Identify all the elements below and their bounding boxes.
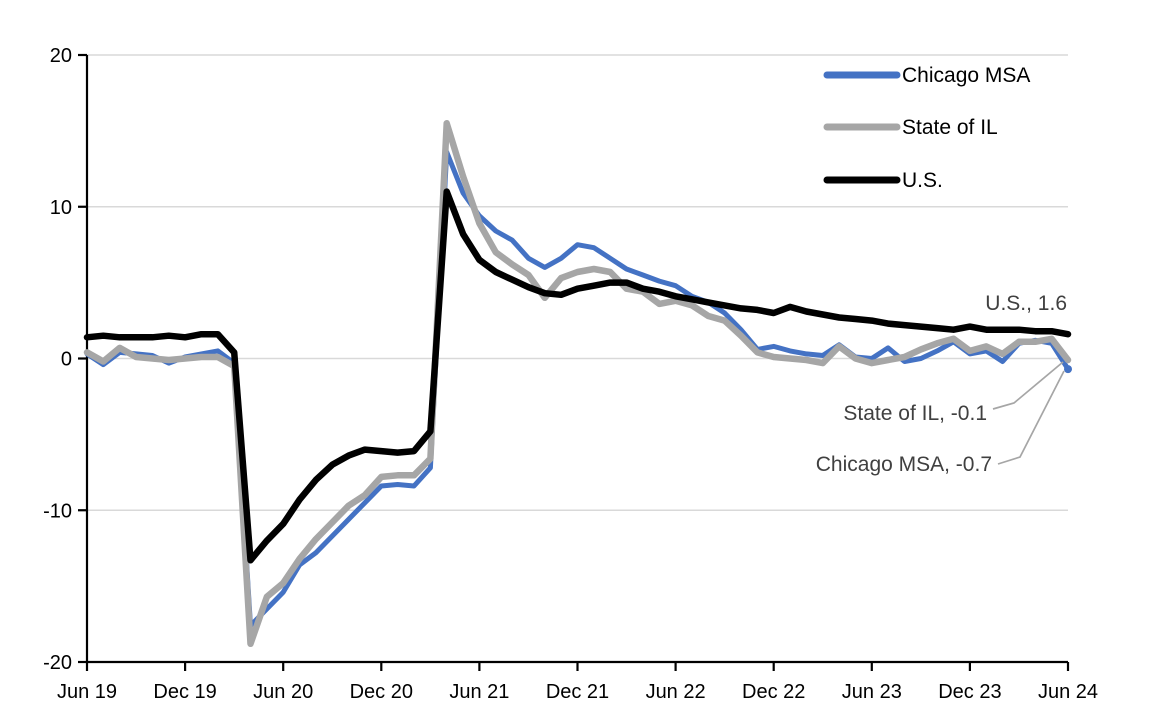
annotation-state-of-il: State of IL, -0.1 [843, 402, 987, 425]
x-tick-label-jun-21: Jun 21 [449, 681, 509, 703]
y-axis-tick-labels: 20 10 0 -10 -20 [43, 45, 72, 674]
leader-line-state-of-il [992, 361, 1064, 410]
y-tick-label-0: 0 [61, 349, 72, 371]
x-tick-label-dec-23: Dec 23 [938, 681, 1001, 703]
annotation-chicago-msa: Chicago MSA, -0.7 [816, 453, 992, 476]
x-tick-label-dec-19: Dec 19 [153, 681, 216, 703]
series-lines [83, 120, 1072, 648]
series-line-state-of-il [83, 120, 1072, 648]
x-tick-label-jun-19: Jun 19 [57, 681, 117, 703]
legend-label-chicago-msa: Chicago MSA [902, 64, 1030, 87]
x-axis-tick-labels: Jun 19 Dec 19 Jun 20 Dec 20 Jun 21 Dec 21 Jun … [57, 681, 1098, 703]
leader-line-chicago-msa [997, 370, 1065, 465]
annotation-us: U.S., 1.6 [985, 292, 1067, 315]
legend-label-state-of-il: State of IL [902, 116, 998, 139]
y-tick-label-10: 10 [50, 197, 72, 219]
x-tick-label-jun-24: Jun 24 [1038, 681, 1098, 703]
x-tick-label-jun-23: Jun 23 [842, 681, 902, 703]
x-tick-label-dec-20: Dec 20 [350, 681, 413, 703]
series-line-u-s [83, 188, 1072, 564]
x-tick-label-dec-21: Dec 21 [546, 681, 609, 703]
annotations: U.S., 1.6 State of IL, -0.1 Chicago MSA,… [816, 292, 1067, 476]
legend: Chicago MSA State of IL U.S. [823, 64, 1030, 192]
axes [78, 53, 1070, 671]
y-tick-label-20: 20 [50, 45, 72, 67]
x-tick-label-jun-22: Jun 22 [646, 681, 706, 703]
gridlines [87, 54, 1068, 511]
x-tick-label-jun-20: Jun 20 [253, 681, 313, 703]
y-tick-label--10: -10 [43, 500, 72, 522]
x-tick-label-dec-22: Dec 22 [742, 681, 805, 703]
legend-label-us: U.S. [902, 169, 943, 192]
chicago-msa-endpoint-marker [1064, 365, 1072, 374]
y-tick-label--20: -20 [43, 652, 72, 674]
